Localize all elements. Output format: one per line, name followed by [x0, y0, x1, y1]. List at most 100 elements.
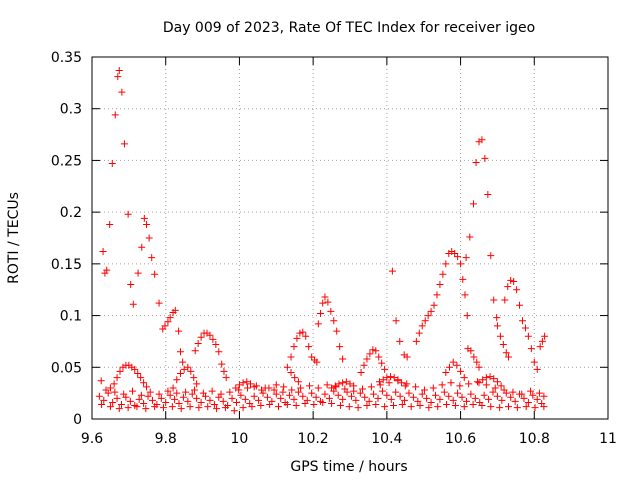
data-point [354, 404, 362, 412]
data-point [369, 346, 377, 354]
data-point [361, 393, 369, 401]
data-point [538, 337, 546, 345]
data-point [336, 343, 344, 351]
data-point [175, 327, 183, 335]
data-point [438, 381, 446, 389]
data-point [226, 388, 234, 396]
data-point [176, 369, 184, 377]
data-point [436, 395, 444, 403]
data-point [401, 382, 409, 390]
data-point [177, 405, 185, 413]
data-point [111, 111, 119, 119]
x-tick-label: 10.8 [519, 431, 550, 447]
data-point [427, 398, 435, 406]
data-point [469, 200, 477, 208]
data-point [497, 382, 505, 390]
data-point [520, 394, 528, 402]
data-point [217, 390, 225, 398]
data-point [531, 404, 539, 412]
data-point [403, 353, 411, 361]
x-tick-label: 10.4 [371, 431, 402, 447]
data-point [173, 376, 181, 384]
data-point [504, 283, 512, 291]
data-point [277, 394, 285, 402]
data-point [186, 403, 194, 411]
data-point [467, 390, 475, 398]
data-point [509, 388, 517, 396]
data-point [511, 397, 519, 405]
data-point [401, 396, 409, 404]
data-point [493, 392, 501, 400]
data-point [434, 403, 442, 411]
data-point [493, 314, 501, 322]
data-point [106, 221, 114, 229]
data-point [502, 349, 510, 357]
data-point [113, 374, 121, 382]
data-point [498, 396, 506, 404]
data-point [143, 221, 151, 229]
data-point [314, 384, 322, 392]
data-point [462, 397, 470, 405]
data-point [164, 318, 172, 326]
data-point [366, 350, 374, 358]
data-point [363, 355, 371, 363]
data-point [328, 399, 336, 407]
data-point [328, 384, 336, 392]
data-point [314, 320, 322, 328]
data-point [279, 388, 287, 396]
data-point [144, 392, 152, 400]
data-point [160, 404, 168, 412]
data-point [323, 381, 331, 389]
data-point [145, 234, 153, 242]
data-point [210, 401, 218, 409]
data-point [133, 403, 141, 411]
data-point [453, 361, 461, 369]
data-point [327, 307, 335, 315]
data-point [474, 378, 482, 386]
data-point [378, 387, 386, 395]
data-point [412, 337, 420, 345]
data-point [459, 275, 467, 283]
data-point [287, 353, 295, 361]
data-point [500, 386, 508, 394]
data-point [190, 386, 198, 394]
data-point [179, 393, 187, 401]
data-point [162, 398, 170, 406]
data-point [206, 396, 214, 404]
data-point [414, 397, 422, 405]
data-point [288, 386, 296, 394]
data-point [129, 300, 137, 308]
data-point [258, 386, 266, 394]
data-point [527, 387, 535, 395]
data-point [333, 327, 341, 335]
data-point [173, 389, 181, 397]
data-point [299, 392, 307, 400]
data-point [392, 317, 400, 325]
data-point [272, 390, 280, 398]
data-point [469, 401, 477, 409]
data-point [330, 317, 338, 325]
data-point [190, 374, 198, 382]
data-point [486, 373, 494, 381]
y-tick-label: 0.05 [51, 360, 82, 376]
data-point [290, 395, 298, 403]
data-point [378, 359, 386, 367]
data-point [319, 299, 327, 307]
data-point [540, 392, 548, 400]
data-point [424, 312, 432, 320]
data-point [108, 160, 116, 168]
data-point [134, 269, 142, 277]
data-point [513, 286, 521, 294]
data-point [235, 381, 243, 389]
data-point [521, 324, 529, 332]
data-point [482, 381, 490, 389]
y-axis-label: ROTI / TECUs [6, 192, 22, 284]
data-point [124, 210, 132, 218]
data-point [166, 391, 174, 399]
data-point [232, 398, 240, 406]
data-point [257, 402, 265, 410]
data-point [232, 384, 240, 392]
data-point [449, 396, 457, 404]
data-point [305, 343, 313, 351]
data-point [184, 397, 192, 405]
